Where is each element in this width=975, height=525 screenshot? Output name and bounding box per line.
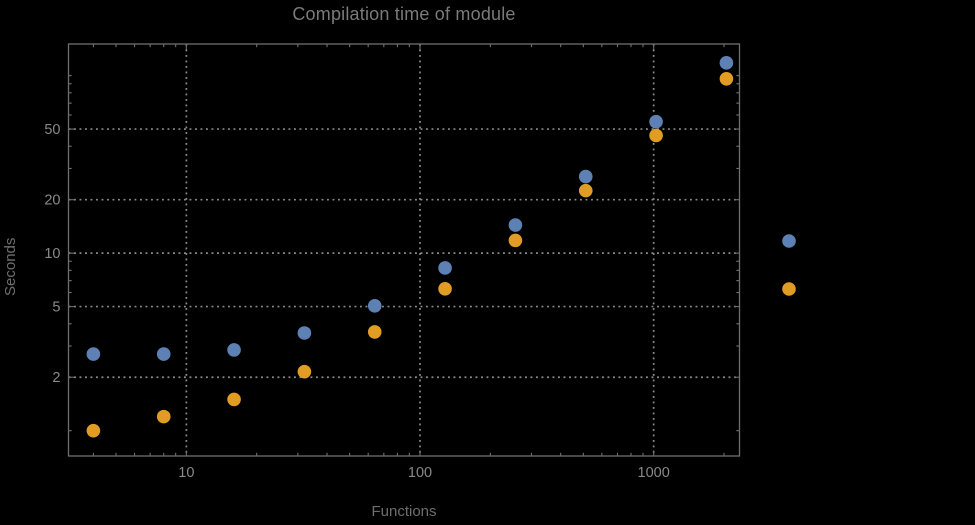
data-point: [227, 392, 241, 407]
gridlines: [68, 44, 740, 456]
data-point: [297, 326, 312, 340]
x-axis-label: Functions: [371, 503, 437, 520]
tick-labels: 10 100 1000 2 5 10 20 50: [44, 122, 669, 481]
data-point: [297, 364, 312, 379]
data-point: [156, 347, 171, 361]
y-tick-label: 50: [44, 122, 60, 138]
plot-frame: [67, 43, 741, 457]
y-tick-label: 10: [44, 246, 60, 262]
data-point: [649, 128, 663, 143]
legend-marker: [782, 282, 796, 296]
data-point: [649, 114, 663, 129]
data-point: [86, 423, 101, 438]
data-point: [438, 281, 452, 296]
data-point: [367, 325, 382, 339]
data-point: [578, 169, 593, 184]
x-tick-label: 100: [408, 465, 432, 481]
y-axis-label: Seconds: [2, 237, 19, 297]
data-point: [86, 347, 101, 361]
data-point: [508, 218, 523, 232]
points-series-2-orange: [86, 71, 734, 438]
chart-title: Compilation time of module: [292, 4, 516, 24]
data-point: [156, 409, 171, 424]
data-point: [367, 299, 382, 313]
data-point: [508, 233, 523, 248]
y-tick-label: 5: [52, 300, 60, 316]
x-tick-label: 10: [178, 465, 194, 481]
data-point: [719, 56, 734, 70]
data-point: [578, 183, 593, 198]
data-point: [438, 261, 452, 275]
points-series-1-blue: [86, 56, 734, 361]
data-point: [719, 71, 734, 86]
legend: [782, 234, 796, 296]
axis-ticks: [68, 44, 740, 456]
legend-marker: [782, 234, 796, 248]
y-tick-label: 2: [52, 370, 60, 386]
y-tick-label: 20: [44, 193, 60, 209]
x-tick-label: 1000: [638, 465, 670, 481]
data-point: [227, 343, 241, 357]
